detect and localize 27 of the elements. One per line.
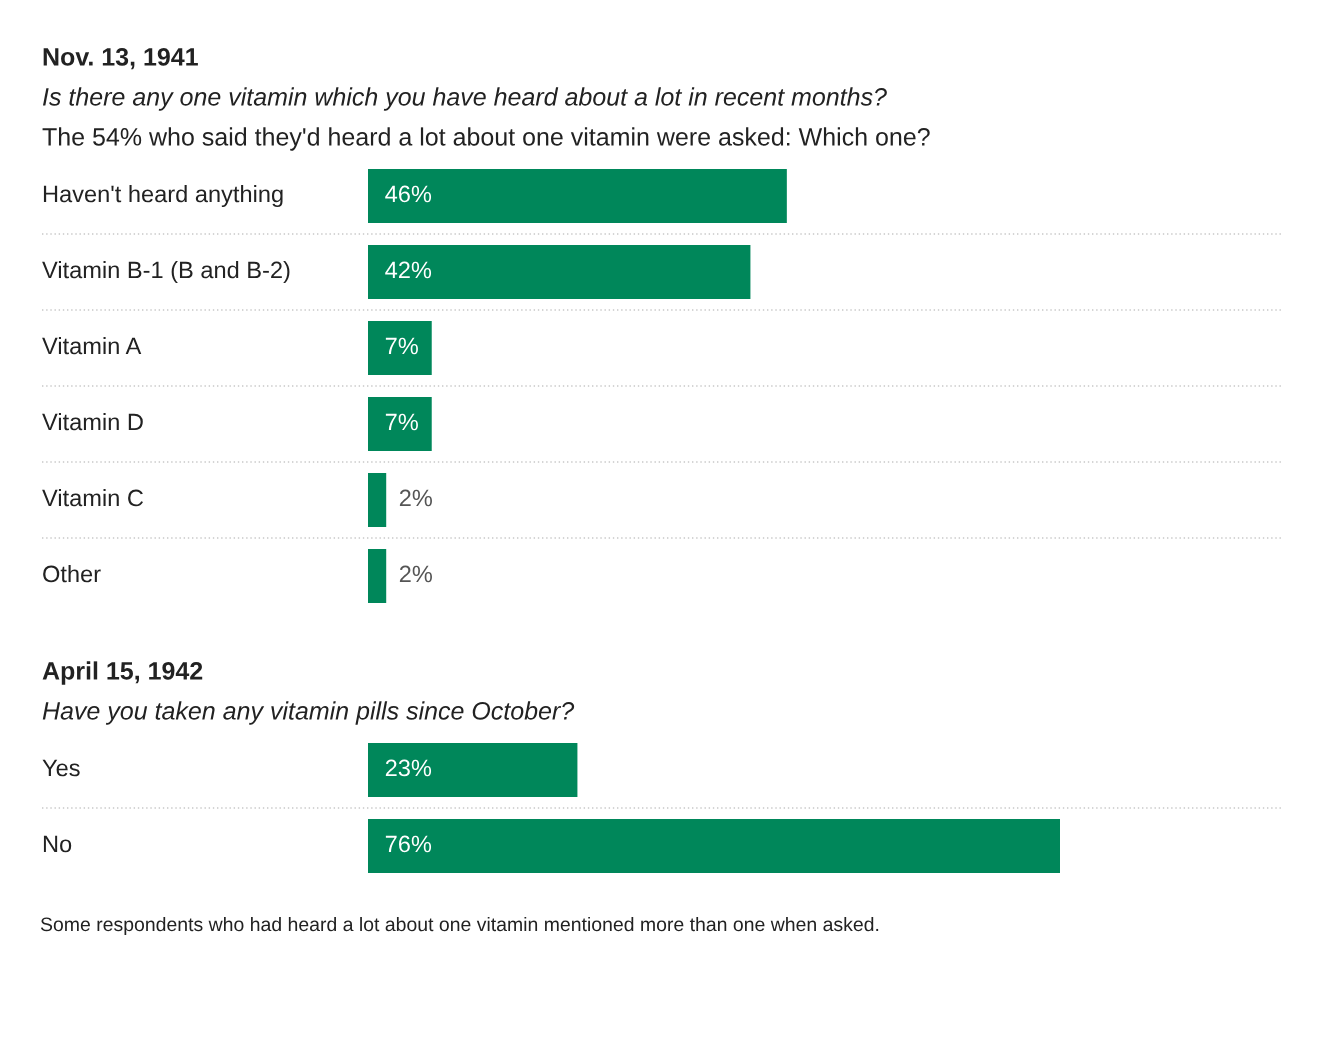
text: April 15, 1942 — [42, 661, 203, 685]
y-tick-label: Other — [43, 564, 101, 583]
data-label: 7% — [385, 337, 418, 355]
chart-subtitle: Have you taken any vitamin pills since October? — [42, 701, 575, 725]
chart-subtitle: Is there any one vitamin which you have heard about a lot in recent months? The 54% who said they'd heard a lot about one vitamin were asked: Which one? — [42, 87, 930, 151]
data-label: 76% — [385, 835, 432, 853]
y-tick-label: Vitamin C — [42, 488, 144, 507]
data-label: 42% — [385, 261, 432, 279]
data-label: 46% — [385, 185, 432, 203]
bar — [368, 321, 432, 375]
text: Nov. 13, 1941 — [43, 48, 198, 70]
y-tick-label: Vitamin A — [42, 337, 142, 355]
y-tick-label: Vitamin D — [42, 412, 143, 431]
data-label: 23% — [385, 759, 432, 777]
y-tick-label: No — [43, 835, 72, 853]
y-tick-label: Vitamin B-1 (B and B-2) — [42, 261, 290, 283]
data-label: 7% — [385, 413, 418, 431]
bar — [368, 245, 751, 299]
text: Some respondents who had heard a lot about one vitamin mentioned more than one when asked. — [40, 916, 879, 936]
data-label: 2% — [399, 489, 432, 507]
y-tick-label: Haven't heard anything — [43, 185, 283, 208]
bar — [368, 397, 432, 451]
bar — [368, 169, 787, 223]
bar — [368, 549, 387, 603]
data-label: 2% — [399, 565, 432, 583]
y-tick-label: Yes — [42, 759, 80, 777]
bar — [368, 473, 387, 527]
